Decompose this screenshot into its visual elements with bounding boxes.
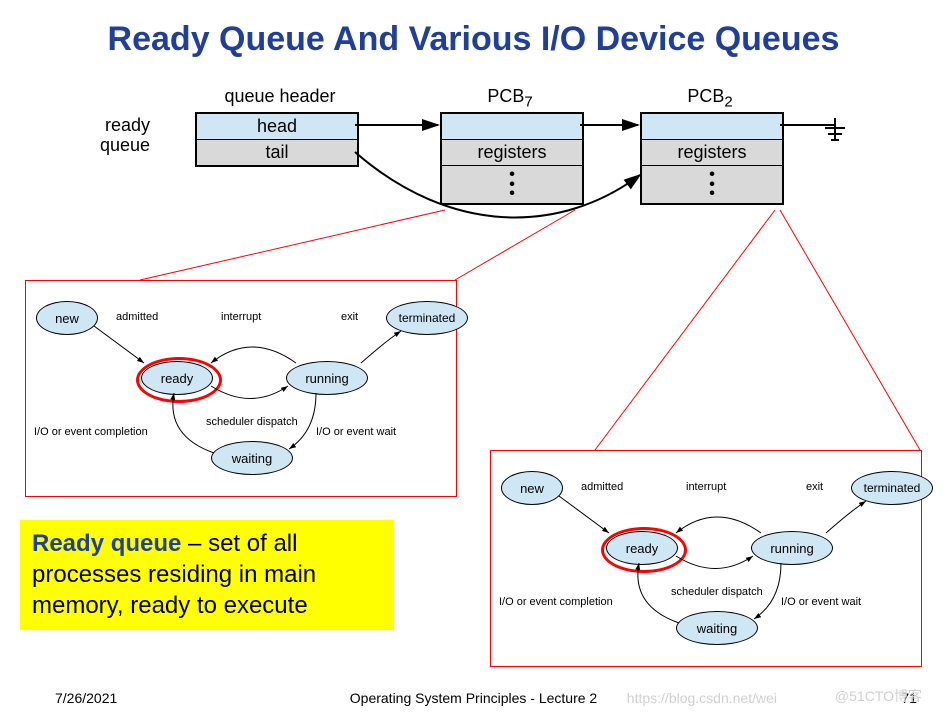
watermark-right: @51CTO博客 [835, 686, 922, 706]
tail-cell: tail [197, 140, 357, 165]
pcb7-dots: ••• [442, 166, 582, 203]
state-diagram-right: new ready running waiting terminated adm… [490, 450, 922, 667]
pcb2-head [642, 114, 782, 140]
ready-label: ready [105, 115, 150, 135]
yellow-definition-box: Ready queue – set of all processes resid… [20, 520, 394, 630]
pcb2-box: registers ••• [640, 112, 784, 205]
queue-label: queue [100, 135, 150, 155]
ready-queue-label: ready queue [70, 116, 150, 156]
pcb7-sub: 7 [524, 94, 532, 111]
head-cell: head [197, 114, 357, 140]
pcb2-text: PCB [687, 86, 724, 106]
footer-center: Operating System Principles - Lecture 2 [0, 690, 947, 706]
pcb7-registers: registers [442, 140, 582, 166]
pcb2-registers: registers [642, 140, 782, 166]
pcb7-label: PCB7 [450, 86, 570, 111]
pcb7-box: registers ••• [440, 112, 584, 205]
page-title: Ready Queue And Various I/O Device Queue… [0, 20, 947, 59]
pcb7-head [442, 114, 582, 140]
watermark-left: https://blog.csdn.net/wei [627, 690, 777, 706]
pcb2-dots: ••• [642, 166, 782, 203]
pcb7-text: PCB [487, 86, 524, 106]
queue-header-label: queue header [210, 86, 350, 107]
definition-term: Ready queue [32, 530, 181, 557]
queue-header-box: head tail [195, 112, 359, 167]
pcb2-label: PCB2 [650, 86, 770, 111]
pcb2-sub: 2 [724, 94, 732, 111]
state-diagram-left: new ready running waiting terminated adm… [25, 280, 457, 497]
